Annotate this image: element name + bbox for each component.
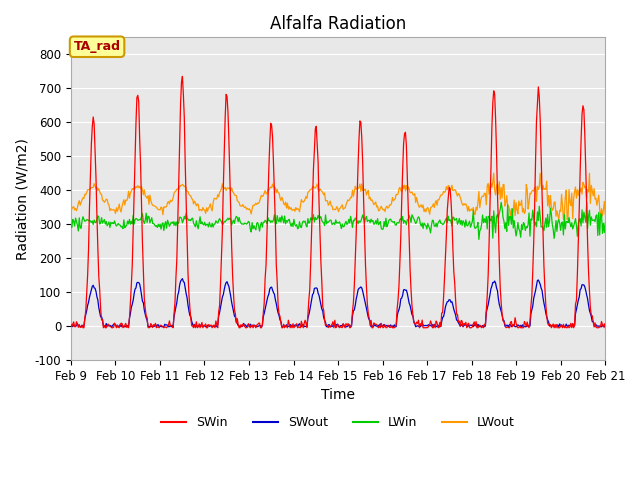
Y-axis label: Radiation (W/m2): Radiation (W/m2)	[15, 138, 29, 260]
Legend: SWin, SWout, LWin, LWout: SWin, SWout, LWin, LWout	[156, 411, 520, 434]
X-axis label: Time: Time	[321, 388, 355, 402]
Text: TA_rad: TA_rad	[74, 40, 120, 53]
Title: Alfalfa Radiation: Alfalfa Radiation	[270, 15, 406, 33]
